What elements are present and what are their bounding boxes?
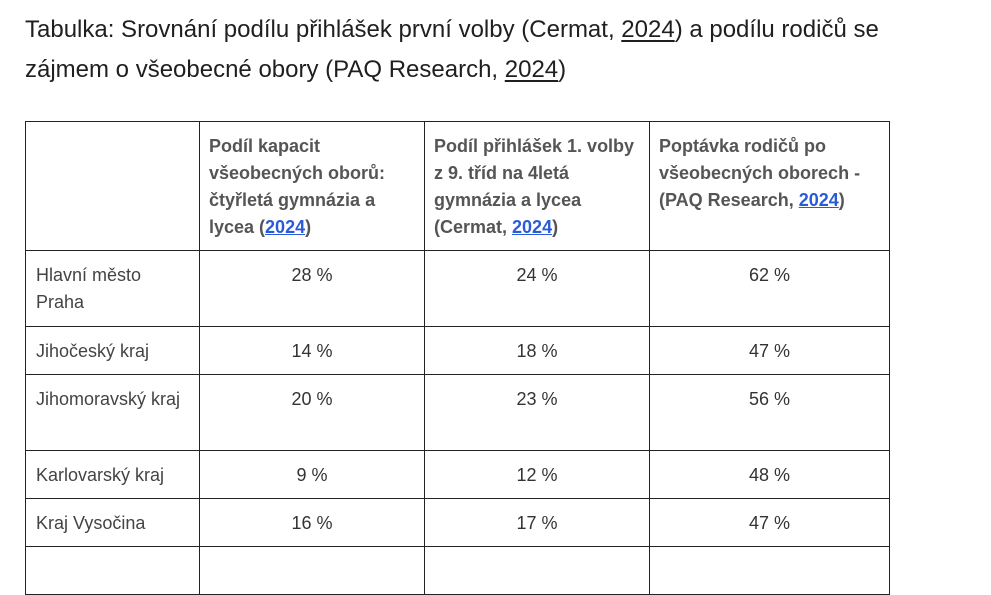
header-year-link[interactable]: 2024 xyxy=(512,217,553,237)
table-row: Karlovarský kraj 9 % 12 % 48 % xyxy=(25,450,890,499)
header-cell-capacity: Podíl kapacit všeobecných oborů: čtyřlet… xyxy=(199,121,425,251)
demand-cell: 48 % xyxy=(649,450,890,499)
demand-cell: 47 % xyxy=(649,498,890,547)
capacity-cell: 14 % xyxy=(199,326,425,375)
page-title: Tabulka: Srovnání podílu přihlášek první… xyxy=(25,10,991,90)
applications-cell: 23 % xyxy=(424,374,650,451)
title-line-1: Tabulka: Srovnání podílu přihlášek první… xyxy=(25,10,991,50)
title-text: ) xyxy=(558,56,567,83)
title-line-2: zájmem o všeobecné obory (PAQ Research, … xyxy=(25,50,991,90)
demand-cell: 47 % xyxy=(649,326,890,375)
applications-cell: 18 % xyxy=(424,326,650,375)
header-text: Podíl kapacit všeobecných oborů: čtyřlet… xyxy=(209,136,386,237)
region-cell: Kraj Vysočina xyxy=(25,498,200,547)
capacity-cell xyxy=(199,546,425,595)
header-cell-empty xyxy=(25,121,200,251)
applications-cell: 17 % xyxy=(424,498,650,547)
region-cell: Hlavní město Praha xyxy=(25,250,200,327)
applications-cell: 12 % xyxy=(424,450,650,499)
region-cell: Jihočeský kraj xyxy=(25,326,200,375)
header-year-link[interactable]: 2024 xyxy=(798,190,839,210)
capacity-cell: 20 % xyxy=(199,374,425,451)
comparison-table: Podíl kapacit všeobecných oborů: čtyřlet… xyxy=(25,121,890,595)
header-cell-applications: Podíl přihlášek 1. volby z 9. tříd na 4l… xyxy=(424,121,650,251)
demand-cell xyxy=(649,546,890,595)
region-cell: Karlovarský kraj xyxy=(25,450,200,499)
header-text: Podíl přihlášek 1. volby z 9. tříd na 4l… xyxy=(434,136,635,237)
table-header-row: Podíl kapacit všeobecných oborů: čtyřlet… xyxy=(25,121,890,251)
header-text: ) xyxy=(305,217,312,237)
header-text: ) xyxy=(838,190,845,210)
title-text: Tabulka: Srovnání podílu přihlášek první… xyxy=(25,16,622,43)
capacity-cell: 9 % xyxy=(199,450,425,499)
table-row: Hlavní město Praha 28 % 24 % 62 % xyxy=(25,250,890,327)
table-row: Kraj Vysočina 16 % 17 % 47 % xyxy=(25,498,890,547)
region-cell: Jihomoravský kraj xyxy=(25,374,200,451)
header-text: ) xyxy=(552,217,559,237)
title-year-link[interactable]: 2024 xyxy=(504,56,559,83)
header-cell-demand: Poptávka rodičů po všeobecných oborech -… xyxy=(649,121,890,251)
table-row: Jihočeský kraj 14 % 18 % 47 % xyxy=(25,326,890,375)
document: Tabulka: Srovnání podílu přihlášek první… xyxy=(25,10,991,595)
table-row: Jihomoravský kraj 20 % 23 % 56 % xyxy=(25,374,890,451)
demand-cell: 62 % xyxy=(649,250,890,327)
header-text: Poptávka rodičů po všeobecných oborech -… xyxy=(659,136,861,210)
capacity-cell: 28 % xyxy=(199,250,425,327)
region-cell xyxy=(25,546,200,595)
title-text: ) a podílu rodičů se xyxy=(674,16,879,43)
title-text: zájmem o všeobecné obory (PAQ Research, xyxy=(25,56,505,83)
demand-cell: 56 % xyxy=(649,374,890,451)
header-year-link[interactable]: 2024 xyxy=(265,217,306,237)
table-row-cut-off xyxy=(25,546,890,595)
applications-cell xyxy=(424,546,650,595)
capacity-cell: 16 % xyxy=(199,498,425,547)
applications-cell: 24 % xyxy=(424,250,650,327)
title-year-link[interactable]: 2024 xyxy=(621,16,675,43)
